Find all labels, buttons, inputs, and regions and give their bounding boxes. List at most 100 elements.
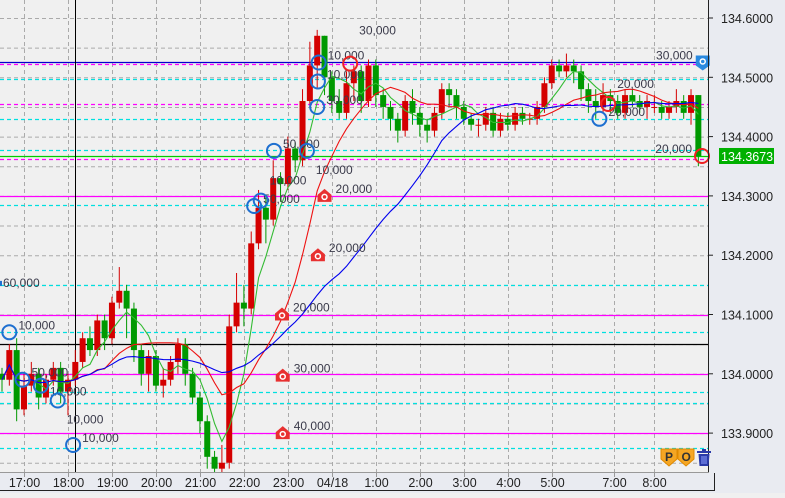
time-tick-label: 4:00 xyxy=(496,476,520,490)
candle-body xyxy=(306,65,313,102)
candle-body xyxy=(314,35,321,66)
candle-body xyxy=(548,65,555,84)
sell-order-marker-dot xyxy=(278,312,286,319)
time-axis-background xyxy=(0,473,709,493)
time-tick-label: 8:00 xyxy=(642,476,666,490)
candle-body xyxy=(512,112,519,125)
candle-body xyxy=(424,124,431,131)
candle-body xyxy=(160,379,167,386)
candle-body xyxy=(35,373,42,398)
position-pin-dot xyxy=(699,58,706,65)
price-tick-label: 134.2000 xyxy=(721,249,773,263)
candle-body xyxy=(116,290,123,303)
marker-quantity-label: 20,000 xyxy=(293,301,330,315)
blue-circle-marker xyxy=(252,192,269,209)
candle-body xyxy=(482,112,489,125)
candle-body xyxy=(585,89,592,102)
order-markers: 10,000 50,000 10,000 10,000 10,000 50,000 10,0… xyxy=(0,24,711,453)
marker-quantity-label: 50,000 xyxy=(283,137,320,151)
time-tick-label: 19:00 xyxy=(97,476,128,490)
price-tick-label: 134.6000 xyxy=(721,12,773,26)
toolbar: P O xyxy=(660,448,711,467)
red-circle-marker xyxy=(694,147,711,164)
candle-body xyxy=(174,344,181,362)
candle-body xyxy=(504,118,511,125)
candle-body xyxy=(50,367,57,380)
candle-body xyxy=(651,106,658,108)
blue-circle-marker xyxy=(309,98,326,115)
marker-quantity-label: 20,000 xyxy=(336,182,373,196)
blue-circle-marker xyxy=(1,324,18,341)
marker-quantity-label: 10,000 xyxy=(327,67,364,81)
candle-body xyxy=(321,35,328,78)
time-tick-label: 5:00 xyxy=(540,476,564,490)
blue-circle-marker xyxy=(310,54,327,71)
marker-quantity-label: 60,000 xyxy=(3,276,40,290)
candle-body xyxy=(365,65,372,102)
candle-body xyxy=(446,89,453,96)
order-toggle-button[interactable]: O xyxy=(677,448,695,467)
marker-quantity-label: 50,000 xyxy=(32,366,69,380)
time-tick-label: 22:00 xyxy=(229,476,260,490)
candle-body xyxy=(255,207,262,244)
candle-body xyxy=(94,320,101,351)
candle-body xyxy=(101,320,108,339)
blue-circle-marker xyxy=(49,392,66,409)
candle-body xyxy=(108,302,115,339)
candle-body xyxy=(292,148,299,161)
candle-body xyxy=(240,302,247,309)
candle-body xyxy=(556,65,563,72)
time-tick-label: 2:00 xyxy=(408,476,432,490)
candle-body xyxy=(226,326,233,463)
candle-body xyxy=(152,356,159,386)
price-axis: 134.6000 134.5000 134.4000 134.3000 134.2000… xyxy=(709,12,773,441)
candle-body xyxy=(299,101,306,161)
trash-icon[interactable] xyxy=(697,449,711,466)
time-tick-label: 17:00 xyxy=(9,476,40,490)
marker-quantity-label: 30,000 xyxy=(326,93,363,107)
blue-circle-marker xyxy=(591,110,608,127)
candle-body xyxy=(409,101,416,113)
price-tick-label: 134.5000 xyxy=(721,71,773,85)
moving-averages xyxy=(1,70,699,443)
marker-quantity-label: 10,000 xyxy=(18,318,55,332)
sell-order-marker-dot xyxy=(321,193,328,201)
candle-body xyxy=(431,112,438,131)
candle-body xyxy=(336,101,343,113)
candle-body xyxy=(248,243,255,309)
candle-body xyxy=(372,65,379,96)
candle-body xyxy=(475,124,482,126)
marker-quantity-label: 10,000 xyxy=(328,48,365,62)
time-tick-label: 04/18 xyxy=(317,476,348,490)
time-tick-label: 20:00 xyxy=(141,476,172,490)
sell-order-marker-icon xyxy=(310,248,325,262)
candle-body xyxy=(277,178,284,185)
ma-long-line xyxy=(1,101,699,384)
candle-body xyxy=(695,95,702,156)
candle-body xyxy=(138,350,145,374)
candle-body xyxy=(218,462,225,469)
price-axis-background xyxy=(709,0,785,493)
price-tick-label: 134.0000 xyxy=(721,368,773,382)
candle-body xyxy=(563,65,570,72)
candle-body xyxy=(233,302,240,327)
ma-mid-line xyxy=(1,86,699,396)
position-toggle-button[interactable]: P xyxy=(660,448,678,467)
candle-body xyxy=(644,101,651,107)
red-circle-marker xyxy=(600,95,617,112)
candle-body xyxy=(145,356,152,374)
candle-body xyxy=(0,373,5,380)
sell-order-marker-icon xyxy=(317,188,332,202)
candle-body xyxy=(416,112,423,125)
candle-body xyxy=(497,118,504,131)
order-toggle-label: O xyxy=(682,450,691,464)
marker-quantity-label: 10,000 xyxy=(82,431,119,445)
candle-body xyxy=(658,106,665,113)
marker-quantity-label: 30,000 xyxy=(656,48,693,62)
candle-body xyxy=(196,397,203,422)
candle-body xyxy=(578,71,585,90)
marker-quantity-label: 10,000 xyxy=(316,163,353,177)
candle-body xyxy=(468,118,475,125)
candle-body xyxy=(622,95,629,113)
